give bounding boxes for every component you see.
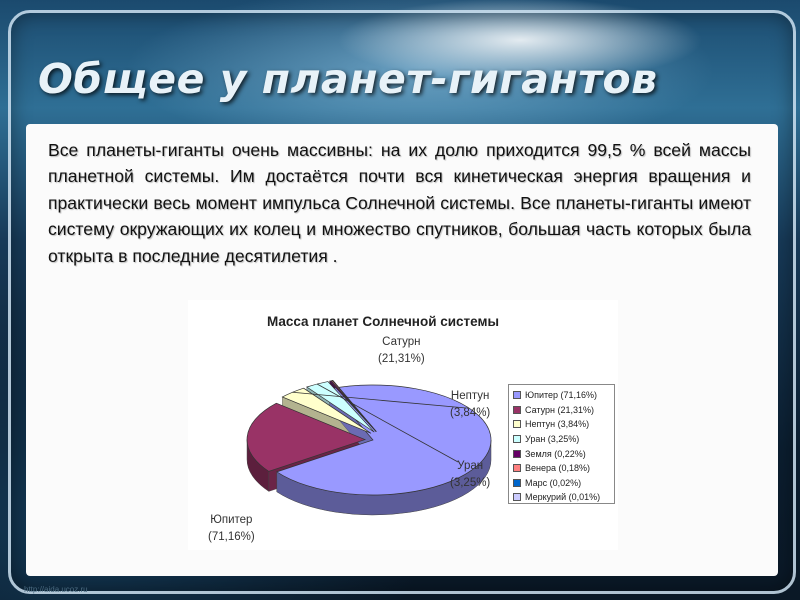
chart-legend: Юпитер (71,16%) Сатурн (21,31%) Нептун (… <box>508 384 615 504</box>
slice-label-neptune-pct: (3,84%) <box>450 407 491 419</box>
slice-label-uranus-pct: (3,25%) <box>450 477 491 489</box>
slice-label-saturn-pct: (21,31%) <box>378 353 425 365</box>
legend-swatch <box>513 449 521 458</box>
slice-label-jupiter-name: Юпитер <box>210 514 253 526</box>
pie-chart-canvas <box>246 379 492 516</box>
slide-title: Общее у планет-гигантов <box>38 55 658 103</box>
legend-item: Нептун (3,84%) <box>513 417 614 432</box>
legend-label: Венера (0,18%) <box>525 463 591 474</box>
body-text: Все планеты-гиганты очень массивны: на и… <box>48 140 751 266</box>
legend-swatch <box>513 391 521 400</box>
legend-swatch <box>513 478 521 487</box>
legend-item: Марс (0,02%) <box>513 476 614 491</box>
legend-item: Меркурий (0,01%) <box>513 490 614 505</box>
pie-chart: Масса планет Солнечной системы Сатурн (2… <box>188 300 618 550</box>
slice-label-saturn-name: Сатурн <box>382 336 421 348</box>
slice-label-neptune: Нептун (3,84%) <box>450 388 490 422</box>
watermark: http://aida.ucoz.ru <box>24 585 88 594</box>
leader-line-Нептун <box>292 391 467 409</box>
legend-swatch <box>513 420 521 429</box>
legend-swatch <box>513 435 521 444</box>
slice-label-uranus: Уран (3,25%) <box>450 458 490 492</box>
legend-item: Сатурн (21,31%) <box>513 403 614 418</box>
legend-label: Меркурий (0,01%) <box>525 492 601 503</box>
chart-title: Масса планет Солнечной системы <box>266 314 500 329</box>
pie-slice-Меркурий <box>332 380 377 432</box>
legend-label: Земля (0,22%) <box>525 448 586 459</box>
legend-item: Земля (0,22%) <box>513 446 614 461</box>
slice-label-jupiter-pct: (71,16%) <box>208 531 255 543</box>
legend-item: Венера (0,18%) <box>513 461 614 476</box>
legend-swatch <box>513 464 521 473</box>
legend-label: Сатурн (21,31%) <box>525 404 595 415</box>
pie-slice-Юпитер <box>276 384 492 496</box>
legend-label: Нептун (3,84%) <box>525 419 590 430</box>
legend-item: Юпитер (71,16%) <box>513 388 614 403</box>
legend-swatch <box>513 405 521 414</box>
legend-label: Марс (0,02%) <box>525 477 582 488</box>
leader-line-Уран <box>316 383 459 463</box>
legend-label: Юпитер (71,16%) <box>525 390 598 401</box>
pie-slice-Сатурн <box>246 402 367 472</box>
legend-swatch <box>513 493 521 502</box>
slice-label-uranus-name: Уран <box>457 460 484 472</box>
slice-label-jupiter: Юпитер (71,16%) <box>208 512 255 546</box>
legend-item: Уран (3,25%) <box>513 432 614 447</box>
legend-label: Уран (3,25%) <box>525 434 580 445</box>
slide-frame <box>8 10 796 594</box>
slice-label-saturn: Сатурн (21,31%) <box>378 334 425 368</box>
slice-label-neptune-name: Нептун <box>450 390 490 402</box>
